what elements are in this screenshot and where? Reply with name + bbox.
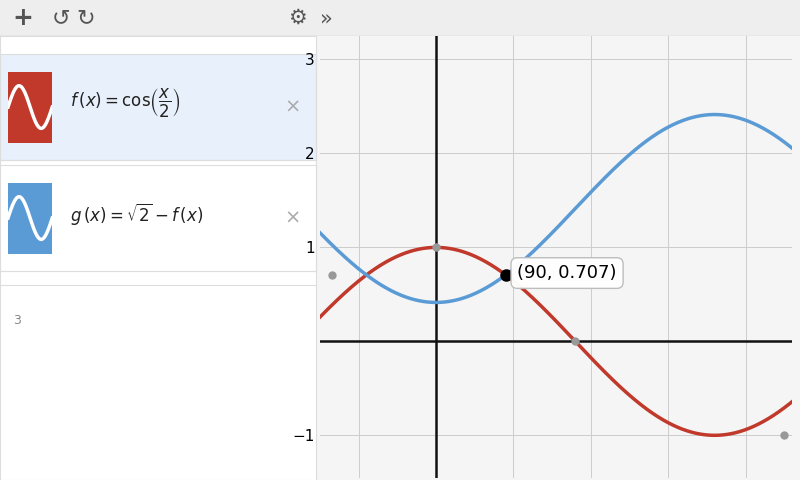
Text: ⚙: ⚙: [288, 8, 306, 28]
Text: +: +: [12, 6, 33, 30]
Text: ↻: ↻: [76, 8, 94, 28]
Text: $f\,(x) = \cos\!\left(\dfrac{x}{2}\right)$: $f\,(x) = \cos\!\left(\dfrac{x}{2}\right…: [70, 86, 180, 119]
Bar: [0, 165, 316, 271]
Text: 1: 1: [13, 100, 21, 114]
Text: 2: 2: [13, 212, 21, 225]
Text: ×: ×: [285, 97, 301, 117]
Text: ×: ×: [285, 208, 301, 228]
Text: »: »: [320, 8, 333, 28]
Text: $g\,(x) = \sqrt{2} - f\,(x)$: $g\,(x) = \sqrt{2} - f\,(x)$: [70, 201, 202, 227]
Bar: [0, 54, 316, 160]
Text: (90, 0.707): (90, 0.707): [518, 264, 617, 282]
Text: 3: 3: [13, 313, 21, 327]
Text: ↺: ↺: [52, 8, 70, 28]
